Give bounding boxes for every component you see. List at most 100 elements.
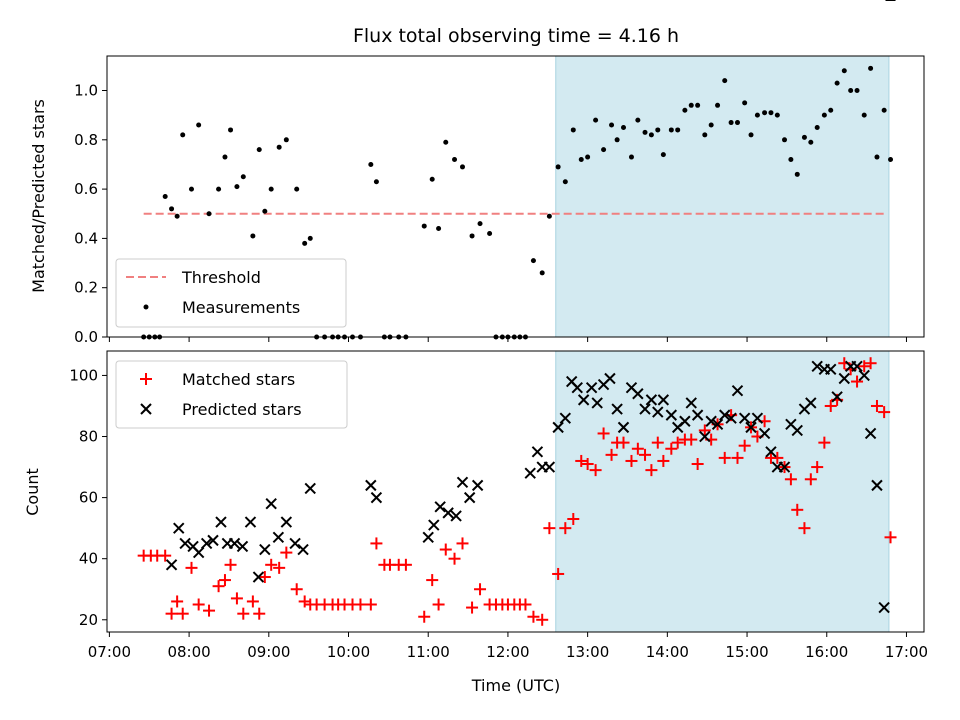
predicted-stars-point	[165, 559, 178, 571]
matched-stars-point	[298, 595, 311, 608]
count-y-axis-label: Count	[23, 468, 42, 516]
matched-stars-point	[605, 448, 618, 461]
measurement-point	[180, 132, 186, 138]
matched-stars-point	[203, 604, 216, 617]
matched-stars-point	[439, 543, 452, 556]
matched-stars-point	[798, 522, 811, 535]
y-tick-label: 20	[79, 611, 98, 629]
measurement-point	[888, 157, 894, 163]
measurement-point	[234, 184, 240, 190]
measurement-point	[821, 112, 827, 118]
predicted-stars-point	[463, 491, 476, 504]
matched-stars-point	[280, 546, 293, 559]
y-tick-label: 0.2	[74, 279, 98, 297]
predicted-stars-point	[428, 519, 440, 531]
matched-stars-point	[671, 436, 684, 449]
matched-stars-point	[448, 552, 461, 565]
predicted-stars-point	[617, 421, 630, 434]
observing-interval-shade	[555, 350, 890, 633]
measurement-point	[546, 213, 552, 219]
predicted-stars-point	[731, 384, 744, 397]
measurement-point	[841, 68, 847, 74]
predicted-stars-point	[679, 415, 691, 427]
measurement-point	[621, 124, 627, 130]
predicted-stars-point	[543, 461, 556, 473]
predicted-stars-point	[725, 412, 737, 424]
predicted-stars-point	[657, 394, 670, 406]
measurement-point	[240, 174, 246, 180]
matched-stars-point	[718, 451, 731, 464]
measurement-point	[256, 147, 262, 153]
measurement-point	[614, 137, 620, 143]
matched-stars-point	[218, 574, 231, 587]
measurement-point	[828, 107, 834, 113]
x-tick-label: 10:00	[327, 643, 370, 661]
predicted-stars-point	[200, 537, 213, 550]
matched-stars-point	[165, 607, 178, 620]
measurement-point	[682, 107, 688, 113]
matched-stars-point	[426, 574, 439, 587]
predicted-stars-point	[192, 546, 205, 559]
measurement-point	[368, 161, 374, 167]
measurement-point	[174, 213, 180, 219]
matched-stars-point	[851, 375, 864, 388]
predicted-stars-point	[838, 372, 850, 385]
matched-stars-point	[657, 454, 670, 467]
y-tick-label: 1.0	[74, 82, 98, 100]
matched-stars-point	[536, 613, 549, 626]
predicted-stars-point	[691, 409, 704, 421]
x-tick-label: 07:00	[88, 643, 131, 661]
measurement-point	[861, 112, 867, 118]
measurement-point	[206, 211, 212, 217]
ratio-legend: Threshold Measurements	[115, 258, 347, 328]
measurement-point	[436, 226, 442, 232]
x-tick-label: 15:00	[725, 643, 768, 661]
matched-stars-point	[230, 592, 243, 605]
measurement-point	[660, 152, 666, 158]
matched-stars-point	[597, 427, 610, 440]
measurement-point	[429, 176, 435, 182]
matched-stars-point	[185, 561, 198, 574]
measurement-point	[593, 117, 599, 123]
matched-stars-point	[224, 558, 237, 571]
ratio-panel-frame	[106, 55, 925, 338]
measurement-point	[722, 78, 728, 84]
predicted-stars-point	[778, 461, 791, 473]
legend-predicted-label: Predicted stars	[182, 400, 302, 419]
matched-stars-point	[192, 598, 205, 611]
measurement-point	[834, 80, 840, 86]
predicted-stars-point	[652, 406, 664, 418]
x-tick-label: 12:00	[486, 643, 529, 661]
measurement-point	[307, 235, 313, 241]
measurement-point	[469, 233, 475, 239]
predicted-stars-point	[228, 537, 241, 550]
predicted-stars-point	[765, 446, 777, 458]
measurement-point	[555, 164, 561, 170]
predicted-stars-point	[207, 534, 219, 547]
predicted-stars-point	[699, 430, 711, 443]
chart-title: Flux total observing time = 4.16 h	[353, 25, 679, 47]
matched-stars-point	[625, 454, 638, 467]
y-tick-label: 40	[79, 550, 98, 568]
matched-stars-point	[589, 464, 602, 477]
y-tick-label: 0.6	[74, 180, 98, 198]
matched-stars-point	[639, 448, 652, 461]
measurement-point	[814, 124, 820, 130]
matched-stars-point	[258, 571, 271, 584]
matched-stars-point	[237, 607, 250, 620]
measurement-point	[688, 102, 694, 108]
measurement-point	[268, 186, 274, 192]
matched-stars-point	[665, 442, 678, 455]
predicted-stars-point	[751, 412, 764, 424]
predicted-stars-point	[591, 397, 603, 409]
predicted-stars-point	[252, 571, 265, 583]
measurement-point	[728, 120, 734, 126]
x-tick-label: 14:00	[646, 643, 689, 661]
measurement-point	[695, 102, 701, 108]
matched-stars-point	[645, 464, 658, 477]
measurement-point	[276, 144, 282, 150]
matched-stars-point	[731, 451, 744, 464]
matched-stars-point	[698, 424, 711, 437]
predicted-stars-point	[173, 522, 185, 534]
y-tick-label: 80	[79, 428, 98, 446]
